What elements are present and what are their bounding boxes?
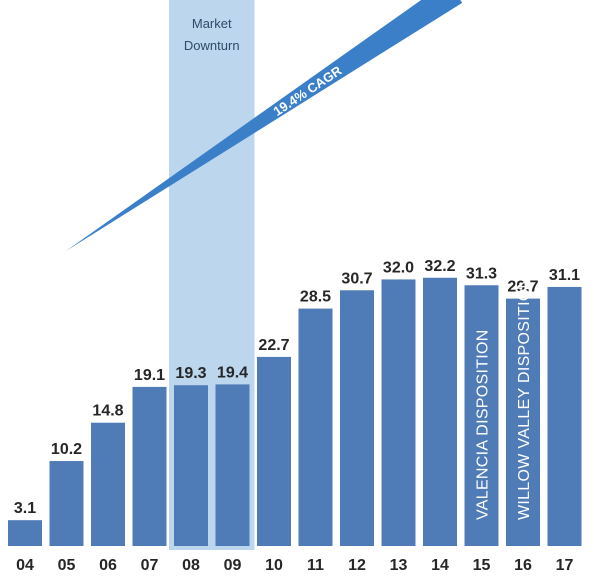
value-label-09: 19.4: [217, 364, 248, 381]
bar-11: [298, 308, 333, 546]
value-labels: 3.1 10.2 14.8 19.1 19.3 19.4 22.7 28.5 30.7 32.0 3…: [14, 258, 580, 520]
x-tick-06: 06: [99, 557, 117, 574]
annotation-16: WILLOW VALLEY DISPOSITION: [516, 277, 533, 520]
value-label-13: 32.0: [383, 259, 414, 276]
value-label-06: 14.8: [92, 403, 123, 420]
bar-06: [91, 422, 125, 546]
value-label-10: 22.7: [258, 337, 289, 354]
value-label-15: 31.3: [466, 265, 497, 282]
bar-09: [215, 384, 250, 546]
bar-14: [423, 277, 457, 546]
value-label-11: 28.5: [300, 289, 331, 306]
bar-13: [381, 279, 416, 546]
x-tick-04: 04: [16, 557, 34, 574]
bar-05: [49, 461, 84, 546]
value-label-16: 29.7: [507, 279, 538, 296]
x-tick-17: 17: [556, 557, 574, 574]
x-tick-12: 12: [348, 557, 366, 574]
x-tick-15: 15: [473, 557, 491, 574]
x-tick-11: 11: [307, 557, 324, 574]
value-label-14: 32.2: [424, 258, 455, 275]
x-tick-16: 16: [514, 557, 532, 574]
bar-07: [132, 386, 167, 546]
x-axis-ticks: 04 05 06 07 08 09 10 11 12 13 14 15 16 17: [16, 557, 573, 574]
bars: [8, 277, 582, 546]
market-downturn-label-line: Market: [192, 16, 232, 31]
x-tick-13: 13: [390, 557, 408, 574]
bar-10: [257, 356, 291, 546]
value-label-12: 30.7: [341, 270, 372, 287]
x-tick-07: 07: [141, 557, 159, 574]
cagr-label: 19.4% CAGR: [271, 62, 345, 118]
value-label-05: 10.2: [51, 441, 82, 458]
value-label-08: 19.3: [175, 365, 206, 382]
x-tick-14: 14: [431, 557, 449, 574]
value-label-17: 31.1: [549, 267, 580, 284]
value-label-04: 3.1: [14, 500, 36, 517]
x-tick-09: 09: [224, 557, 242, 574]
bar-16: [506, 298, 540, 546]
bar-08: [174, 385, 208, 546]
bar-04: [8, 520, 42, 546]
bar-15: [464, 285, 499, 546]
x-tick-05: 05: [58, 557, 76, 574]
bar-12: [340, 290, 374, 546]
x-tick-08: 08: [182, 557, 200, 574]
market-downturn-label-line: Downturn: [184, 38, 240, 53]
bar-17: [547, 286, 582, 546]
cagr-arrow-shape: [66, 0, 463, 251]
x-tick-10: 10: [265, 557, 283, 574]
annotation-15: VALENCIA DISPOSITION: [475, 329, 492, 520]
value-label-07: 19.1: [134, 367, 165, 384]
cagr-trend-arrow: 19.4% CAGR: [66, 0, 463, 251]
